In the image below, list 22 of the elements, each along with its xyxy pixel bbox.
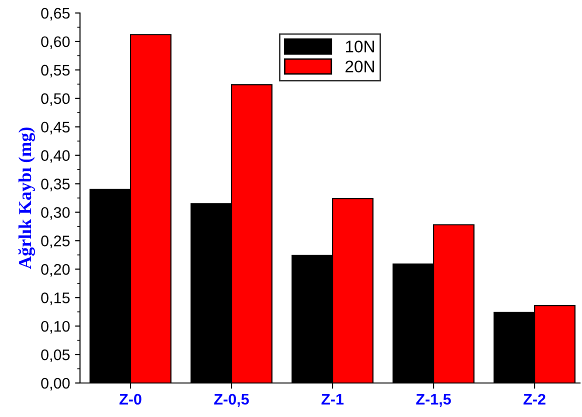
y-tick-label: 0,25 bbox=[41, 236, 70, 248]
x-tick-label: Z-0 bbox=[120, 394, 142, 405]
y-tick-label: 0,55 bbox=[41, 64, 70, 78]
y-tick-label: 0,45 bbox=[41, 122, 70, 134]
y-tick-label: 0,15 bbox=[41, 292, 70, 306]
y-tick-label: 0,20 bbox=[41, 264, 70, 277]
y-tick-label: 0,65 bbox=[41, 8, 70, 20]
legend-label: 10N bbox=[346, 40, 374, 52]
x-tick-label: Z-2 bbox=[524, 394, 546, 404]
y-tick-label: 0,50 bbox=[41, 93, 70, 106]
y-tick-label: 0,00 bbox=[41, 378, 70, 390]
x-tick-label: Z-1 bbox=[322, 394, 344, 404]
y-tick-label: 0,05 bbox=[41, 349, 70, 362]
y-tick-label: 0,30 bbox=[41, 207, 70, 220]
y-tick-label: 0,60 bbox=[41, 36, 70, 49]
x-tick-label: Z-0,5 bbox=[214, 394, 249, 407]
y-tick-label: 0,40 bbox=[41, 150, 70, 163]
y-axis-title: Ağrlık Kaybı (mg) bbox=[18, 128, 35, 270]
legend-label: 20N bbox=[346, 60, 374, 72]
y-tick-label: 0,35 bbox=[41, 178, 70, 192]
y-tick-label: 0,10 bbox=[41, 320, 70, 334]
x-tick-label: Z-1,5 bbox=[416, 394, 451, 407]
